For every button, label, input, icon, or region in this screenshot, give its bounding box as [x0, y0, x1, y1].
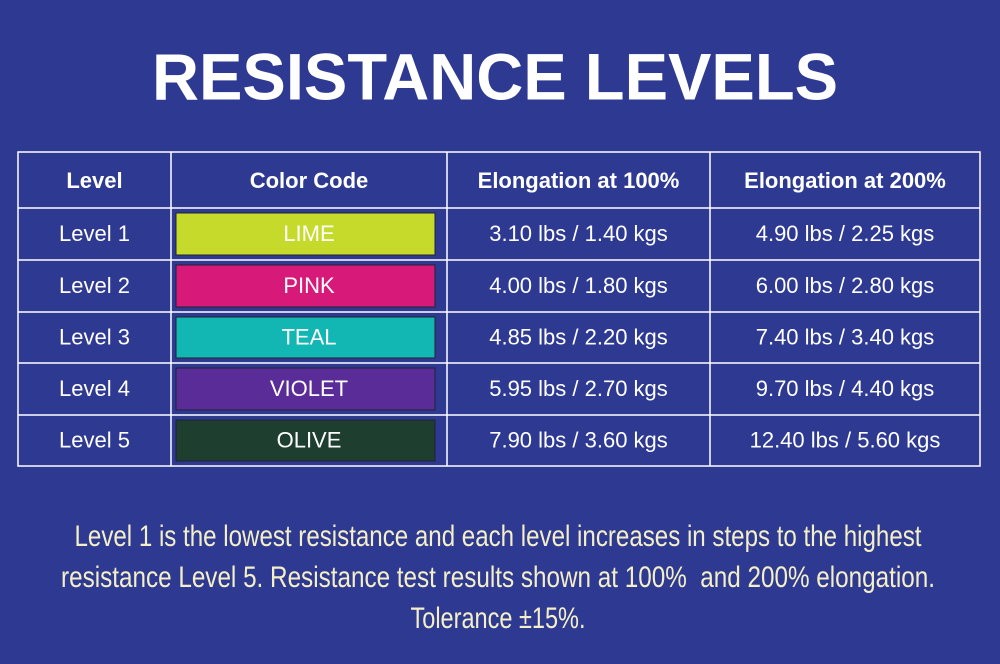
footer: Level 1 is the lowest resistance and eac…: [61, 520, 935, 635]
title: RESISTANCE LEVELS: [152, 39, 838, 113]
color-swatch: [175, 264, 436, 308]
footer-line: resistance Level 5. Resistance test resu…: [61, 561, 935, 594]
elongation-200: 9.70 lbs / 4.40 kgs: [756, 376, 935, 401]
table-border: [17, 151, 981, 467]
level-cell: Level 2: [59, 273, 130, 298]
elongation-200: 6.00 lbs / 2.80 kgs: [756, 273, 935, 298]
elongation-200: 7.40 lbs / 3.40 kgs: [756, 324, 935, 349]
color-name: LIME: [283, 221, 334, 246]
level-cell: Level 1: [59, 221, 130, 246]
color-name: VIOLET: [270, 376, 348, 401]
elongation-200: 12.40 lbs / 5.60 kgs: [750, 427, 941, 452]
elongation-200: 4.90 lbs / 2.25 kgs: [756, 221, 935, 246]
color-name: TEAL: [281, 324, 336, 349]
level-cell: Level 3: [59, 324, 130, 349]
color-name: OLIVE: [277, 427, 342, 452]
header-cell: Elongation at 200%: [744, 168, 946, 193]
footer-line: Level 1 is the lowest resistance and eac…: [75, 520, 923, 553]
footer-line: Tolerance ±15%.: [411, 602, 586, 635]
table: Level Color Code Elongation at 100% Elongat…: [17, 151, 981, 467]
color-swatch: [175, 367, 436, 411]
header-cell: Level: [66, 168, 122, 193]
color-swatch: [175, 316, 436, 359]
elongation-100: 4.85 lbs / 2.20 kgs: [489, 324, 668, 349]
level-cell: Level 4: [59, 376, 130, 401]
elongation-100: 4.00 lbs / 1.80 kgs: [489, 273, 668, 298]
elongation-100: 7.90 lbs / 3.60 kgs: [489, 427, 668, 452]
elongation-100: 5.95 lbs / 2.70 kgs: [489, 376, 668, 401]
color-name: PINK: [283, 273, 335, 298]
color-swatch: [175, 212, 436, 256]
elongation-100: 3.10 lbs / 1.40 kgs: [489, 221, 668, 246]
level-cell: Level 5: [59, 427, 130, 452]
color-swatch: [175, 419, 436, 462]
header-cell: Elongation at 100%: [478, 168, 680, 193]
header-cell: Color Code: [250, 168, 369, 193]
